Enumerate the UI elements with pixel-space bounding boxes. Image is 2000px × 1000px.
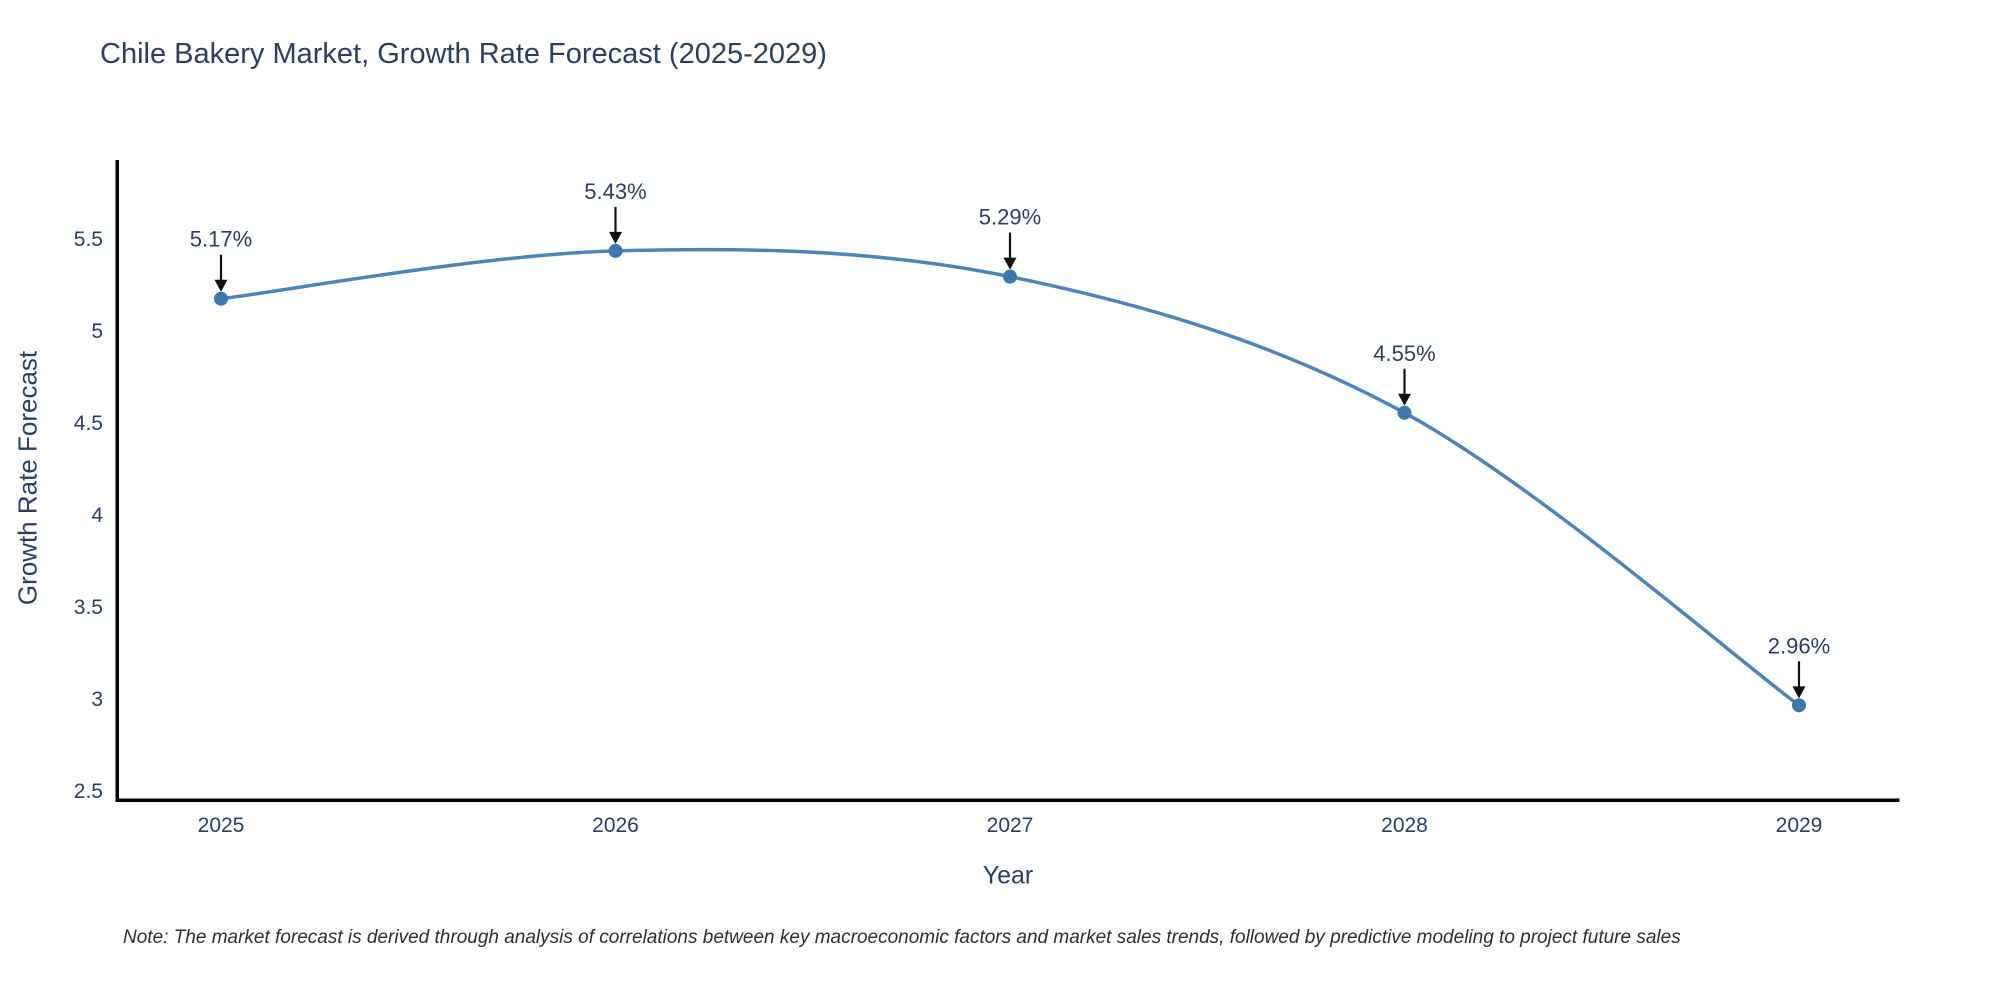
annotation-arrowhead xyxy=(214,279,228,292)
data-point-2027[interactable] xyxy=(1003,269,1017,284)
point-label: 5.29% xyxy=(979,205,1041,230)
x-tick-label: 2029 xyxy=(1776,814,1823,837)
y-axis-line xyxy=(115,160,119,802)
annotation-arrowhead xyxy=(1792,686,1806,699)
data-point-2029[interactable] xyxy=(1792,698,1806,713)
x-axis-line xyxy=(115,798,1900,802)
footnote: Note: The market forecast is derived thr… xyxy=(123,927,1681,948)
x-tick-label: 2026 xyxy=(592,814,639,837)
chart-title: Chile Bakery Market, Growth Rate Forecas… xyxy=(100,38,827,70)
y-axis-title: Growth Rate Forecast xyxy=(12,350,43,606)
data-point-2025[interactable] xyxy=(214,291,228,306)
x-tick-label: 2027 xyxy=(987,814,1034,837)
point-label: 2.96% xyxy=(1768,633,1830,658)
point-label: 4.55% xyxy=(1373,341,1435,366)
y-tick-label: 5 xyxy=(91,320,103,343)
y-tick-label: 3.5 xyxy=(74,596,103,619)
point-label: 5.17% xyxy=(190,227,252,252)
y-tick-label: 4 xyxy=(91,504,103,527)
y-tick-label: 3 xyxy=(91,688,103,711)
data-point-2028[interactable] xyxy=(1397,405,1412,420)
data-point-2026[interactable] xyxy=(608,243,623,258)
point-label: 5.43% xyxy=(584,179,646,204)
x-tick-label: 2028 xyxy=(1381,814,1428,837)
annotation-arrowhead xyxy=(1398,393,1411,406)
y-tick-label: 5.5 xyxy=(74,228,103,251)
x-axis-title: Year xyxy=(982,861,1034,890)
trend-line xyxy=(219,247,1801,708)
x-tick-label: 2025 xyxy=(198,814,245,837)
annotation-arrowhead xyxy=(1003,257,1017,270)
y-tick-label: 4.5 xyxy=(74,412,103,435)
annotation-arrowhead xyxy=(609,231,622,244)
y-tick-label: 2.5 xyxy=(74,780,103,803)
